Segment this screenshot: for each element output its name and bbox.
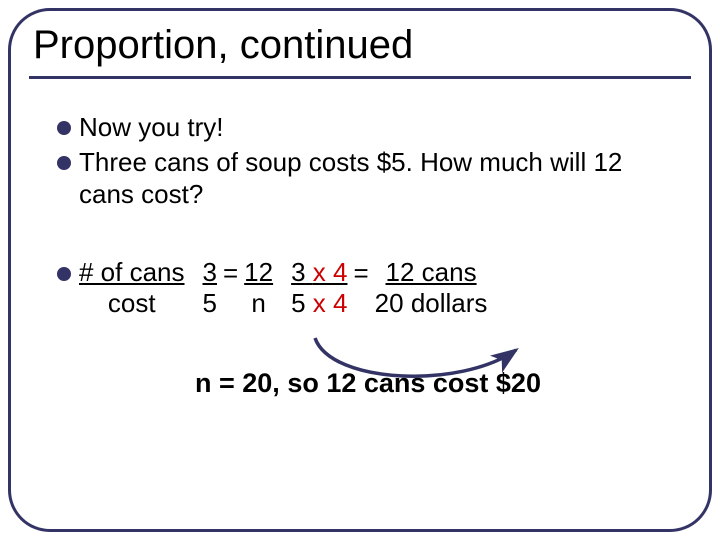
res-top: 12 cans	[386, 257, 477, 288]
frac3-bot-row: 5 x 4	[291, 288, 347, 319]
bullet-2-text: Three cans of soup costs $5. How much wi…	[79, 146, 679, 211]
frac3-top: 3	[291, 257, 305, 287]
bullet-dot-icon	[57, 267, 71, 281]
frac1-bot: 5	[203, 288, 217, 319]
bullet-dot-icon	[57, 121, 71, 135]
label-fraction: # of cans cost	[79, 257, 185, 319]
frac3-top-row: 3 x 4	[291, 257, 347, 288]
label-top: # of cans	[79, 257, 185, 288]
frac-3: 3 x 4 5 x 4	[291, 257, 347, 319]
math-group-1: 3 5 = 12 n	[203, 257, 274, 319]
bullet-3: # of cans cost 3 5 = 12 n	[57, 257, 679, 319]
math-group-2: 3 x 4 5 x 4 = 12 cans 20 dollars	[291, 257, 487, 319]
title-underline	[29, 76, 691, 79]
frac2-top: 12	[244, 257, 273, 288]
slide-title: Proportion, continued	[29, 23, 691, 74]
bullet-1-text: Now you try!	[79, 111, 679, 144]
content-area: Now you try! Three cans of soup costs $5…	[57, 111, 679, 401]
label-bot: cost	[108, 288, 156, 319]
result-frac: 12 cans 20 dollars	[375, 257, 488, 319]
equals-1: =	[223, 257, 238, 290]
answer-line: n = 20, so 12 cans cost $20	[57, 367, 679, 401]
frac3-bot: 5	[291, 288, 305, 318]
frac2-bot: n	[251, 288, 265, 319]
equals-2: =	[353, 257, 368, 290]
frac-1: 3 5	[203, 257, 217, 319]
bullet-2: Three cans of soup costs $5. How much wi…	[57, 146, 679, 211]
res-bot: 20 dollars	[375, 288, 488, 319]
frac3-mult-top: x 4	[313, 257, 348, 287]
bullet-1: Now you try!	[57, 111, 679, 144]
frac-2: 12 n	[244, 257, 273, 319]
slide-frame: Proportion, continued Now you try! Three…	[8, 8, 712, 532]
math-row: # of cans cost 3 5 = 12 n	[79, 257, 679, 319]
math-block: # of cans cost 3 5 = 12 n	[79, 257, 679, 319]
bullet-dot-icon	[57, 156, 71, 170]
title-area: Proportion, continued	[29, 23, 691, 79]
frac3-mult-bot: x 4	[313, 288, 348, 318]
frac1-top: 3	[203, 257, 217, 288]
